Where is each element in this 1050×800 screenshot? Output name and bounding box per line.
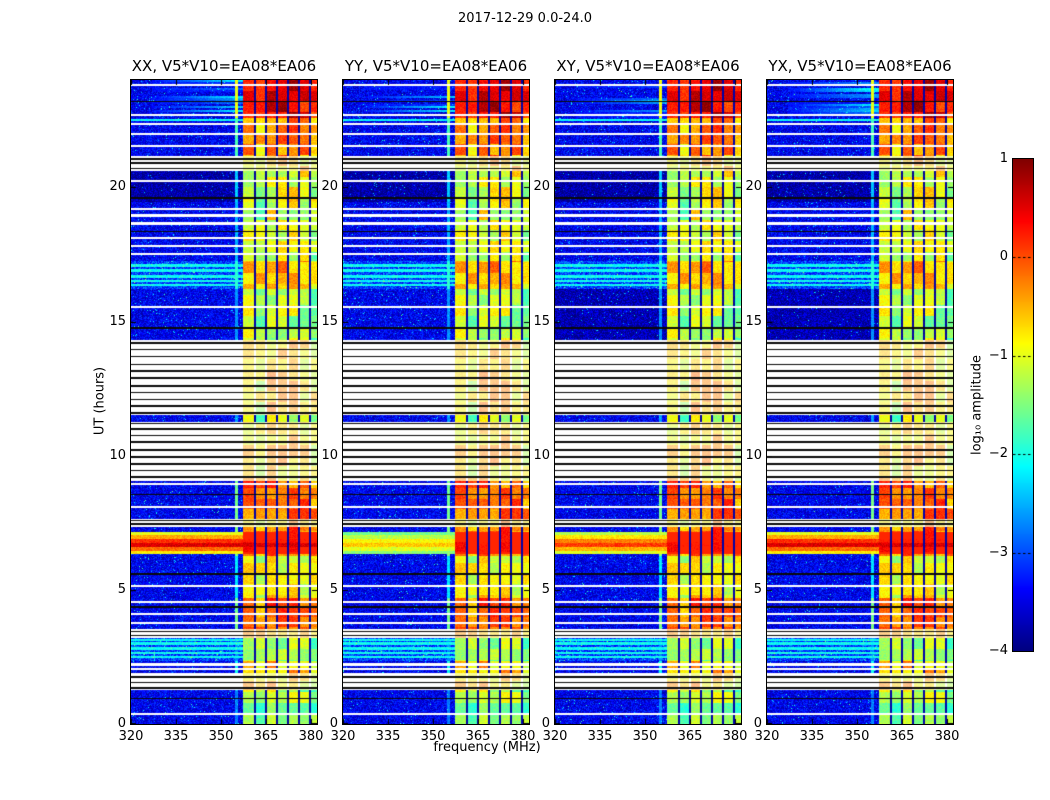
- x-tick-label: 320: [754, 729, 780, 744]
- y-tick-label: 10: [745, 447, 762, 463]
- panel-title-yx: YX, V5*V10=EA08*EA06: [768, 57, 952, 75]
- colorbar-label: log₁₀ amplitude: [969, 354, 985, 456]
- y-tick-label: 20: [533, 179, 550, 195]
- y-tick-label: 5: [753, 581, 762, 597]
- spectrogram-canvas-yx: [767, 80, 953, 724]
- x-tick-label: 350: [208, 729, 234, 744]
- x-tick-label: 335: [163, 729, 189, 744]
- x-tick-label: 380: [722, 729, 748, 744]
- panel-xy: XY, V5*V10=EA08*EA06 320 335 350 365 380 0 5 10…: [533, 57, 747, 744]
- x-axis-label: frequency (MHz): [433, 740, 541, 755]
- colorbar-tick-label: −2: [988, 446, 1008, 462]
- x-tick-label: 365: [889, 729, 915, 744]
- x-tick-label: 365: [253, 729, 279, 744]
- y-tick-label: 15: [745, 313, 762, 329]
- spectrogram-canvas-yy: [343, 80, 529, 724]
- y-tick-label: 10: [533, 447, 550, 463]
- y-tick-label: 0: [753, 716, 762, 731]
- x-tick-label: 335: [375, 729, 401, 744]
- figure-title: 2017-12-29 0.0-24.0: [458, 11, 592, 26]
- panel-yy: YY, V5*V10=EA08*EA06 320 335 350 365 380 0 5 10…: [321, 57, 535, 744]
- y-tick-label: 10: [109, 447, 126, 463]
- colorbar-tick-label: −4: [988, 643, 1008, 658]
- x-tick-label: 365: [465, 729, 491, 744]
- x-tick-label: 350: [632, 729, 658, 744]
- y-tick-label: 15: [109, 313, 126, 329]
- colorbar-gradient: [1013, 159, 1033, 651]
- y-tick-label: 10: [321, 447, 338, 463]
- spectrogram-canvas-xx: [131, 80, 317, 724]
- y-tick-label: 15: [321, 313, 338, 329]
- x-tick-label: 350: [420, 729, 446, 744]
- y-tick-label: 0: [329, 716, 338, 731]
- x-tick-label: 320: [330, 729, 356, 744]
- y-tick-label: 15: [533, 313, 550, 329]
- y-tick-label: 0: [541, 716, 550, 731]
- panel-title-yy: YY, V5*V10=EA08*EA06: [344, 57, 528, 75]
- x-tick-label: 380: [510, 729, 536, 744]
- x-tick-label: 365: [677, 729, 703, 744]
- colorbar-tick-label: −1: [988, 347, 1008, 363]
- x-tick-label: 350: [844, 729, 870, 744]
- panel-xx: XX, V5*V10=EA08*EA06 320 335 350 365 380 0 5 10…: [109, 57, 323, 744]
- colorbar-tick-label: 0: [999, 249, 1008, 265]
- panel-title-xx: XX, V5*V10=EA08*EA06: [131, 57, 317, 75]
- colorbar-tick-label: 1: [999, 151, 1008, 166]
- panel-yx: YX, V5*V10=EA08*EA06 320 335 350 365 380 0 5 10…: [745, 57, 959, 744]
- x-tick-label: 335: [799, 729, 825, 744]
- y-tick-label: 5: [329, 581, 338, 597]
- y-tick-label: 5: [541, 581, 550, 597]
- spectrogram-canvas-xy: [555, 80, 741, 724]
- y-tick-label: 20: [745, 179, 762, 195]
- panel-title-xy: XY, V5*V10=EA08*EA06: [556, 57, 740, 75]
- y-tick-label: 20: [109, 179, 126, 195]
- y-tick-label: 0: [117, 716, 126, 731]
- y-axis-label: UT (hours): [92, 366, 108, 436]
- x-tick-label: 320: [542, 729, 568, 744]
- x-tick-label: 335: [587, 729, 613, 744]
- y-tick-label: 5: [117, 581, 126, 597]
- colorbar: log₁₀ amplitude 1 0 −1 −2 −3 −4: [970, 151, 1034, 658]
- y-tick-label: 20: [321, 179, 338, 195]
- x-tick-label: 380: [934, 729, 960, 744]
- x-tick-label: 320: [118, 729, 144, 744]
- x-tick-label: 380: [298, 729, 324, 744]
- colorbar-tick-label: −3: [988, 544, 1008, 560]
